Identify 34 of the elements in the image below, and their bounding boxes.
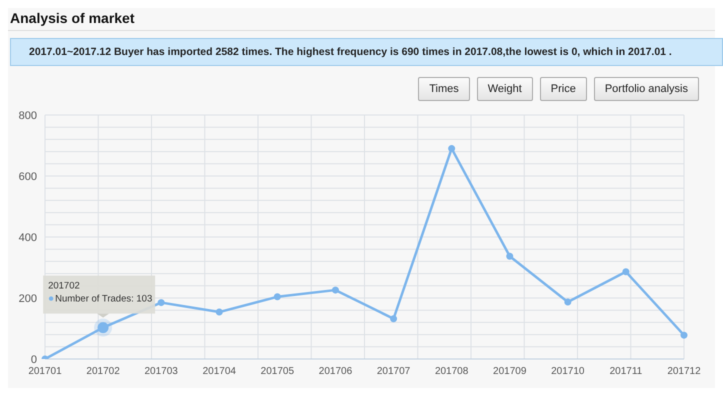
- x-tick-label: 201704: [202, 366, 236, 378]
- x-tick-label: 201712: [667, 366, 702, 378]
- point: [390, 315, 398, 322]
- text: Weight: [476, 77, 533, 101]
- chart-subtitle: 2017.01~2017.12 Buyer has imported 2582 times. The highest frequency is 690 times in 2017.08,the lowest is 0, which in 2017.01 .: [10, 38, 723, 66]
- y-tick-label: 0: [30, 354, 37, 366]
- point: [332, 286, 339, 294]
- point: [680, 332, 688, 339]
- point: [564, 298, 572, 306]
- x-tick-label: 201702: [86, 366, 120, 378]
- x-tick-label: 201710: [551, 366, 585, 378]
- point: [506, 252, 514, 260]
- y-tick-label: 400: [18, 232, 37, 244]
- x-tick-label: 201705: [260, 366, 294, 378]
- text: Times: [418, 77, 470, 101]
- point: [216, 308, 223, 316]
- point: [448, 145, 456, 152]
- text: Portfolio analysis: [594, 77, 699, 101]
- chart-title: Analysis of market: [10, 10, 134, 26]
- y-tick-label: 800: [18, 110, 37, 122]
- x-tick-label: 201703: [144, 366, 178, 378]
- text: Price: [540, 77, 587, 101]
- point: [274, 293, 281, 300]
- x-tick-label: 201708: [434, 366, 469, 378]
- annotation: 201702 Number of Trades: 103: [48, 280, 152, 305]
- point: [622, 268, 630, 276]
- x-tick-label: 201709: [493, 366, 527, 378]
- y-tick-label: 600: [18, 170, 37, 183]
- x-tick-label: 201707: [376, 366, 411, 378]
- x-tick-label: 201706: [318, 366, 353, 378]
- point: [158, 299, 165, 306]
- x-tick-label: 201701: [28, 366, 62, 378]
- y-tick-label: 200: [18, 292, 37, 305]
- x-tick-label: 201711: [610, 366, 643, 378]
